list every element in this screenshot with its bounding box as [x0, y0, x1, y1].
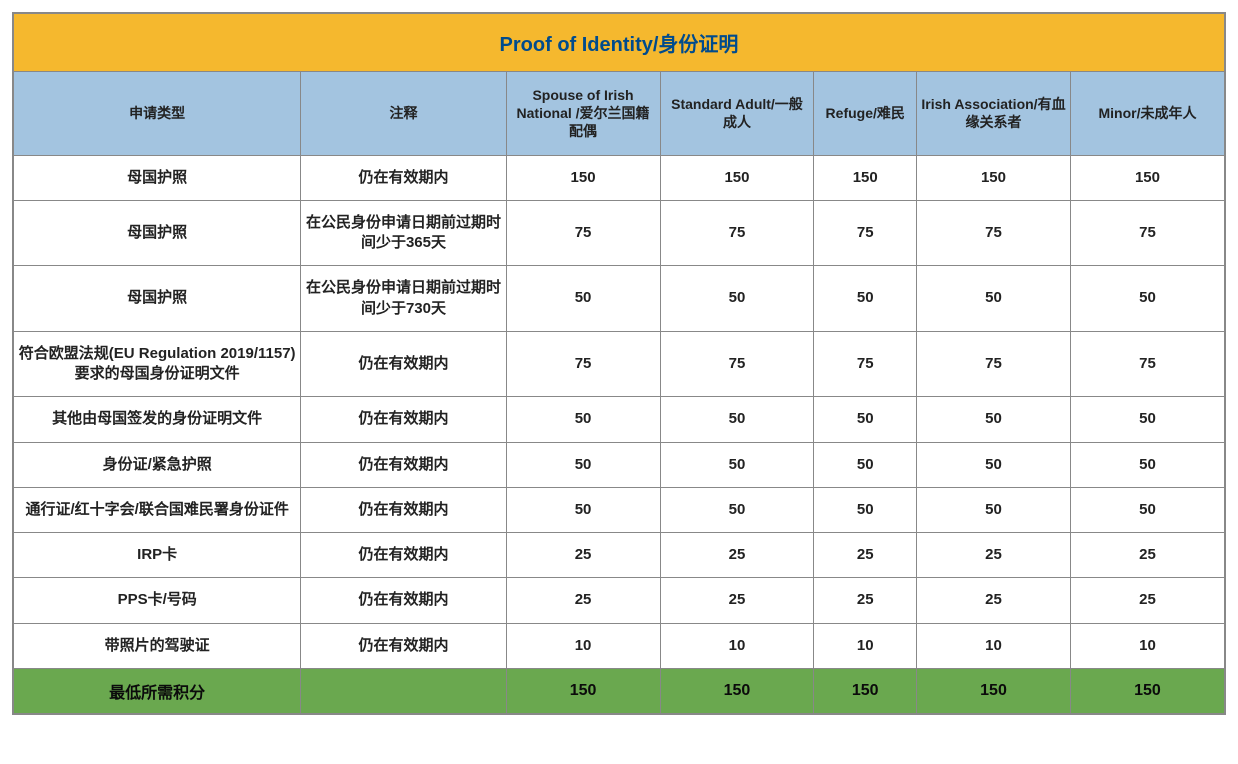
cell-value: 75	[660, 200, 814, 266]
cell-note: 仍在有效期内	[301, 155, 506, 200]
cell-value: 10	[917, 623, 1071, 668]
cell-note: 在公民身份申请日期前过期时间少于365天	[301, 200, 506, 266]
cell-type: 母国护照	[14, 266, 301, 332]
cell-value: 150	[1070, 155, 1224, 200]
cell-note: 仍在有效期内	[301, 578, 506, 623]
col-header-type: 申请类型	[14, 72, 301, 156]
table-row: 母国护照仍在有效期内150150150150150	[14, 155, 1225, 200]
cell-note: 仍在有效期内	[301, 397, 506, 442]
table-row: PPS卡/号码仍在有效期内2525252525	[14, 578, 1225, 623]
cell-value: 25	[917, 533, 1071, 578]
cell-note: 在公民身份申请日期前过期时间少于730天	[301, 266, 506, 332]
col-header-minor: Minor/未成年人	[1070, 72, 1224, 156]
cell-value: 25	[660, 533, 814, 578]
cell-value: 150	[506, 155, 660, 200]
cell-type: 符合欧盟法规(EU Regulation 2019/1157)要求的母国身份证明…	[14, 331, 301, 397]
col-header-adult: Standard Adult/一般成人	[660, 72, 814, 156]
cell-value: 75	[506, 331, 660, 397]
cell-value: 25	[1070, 533, 1224, 578]
cell-value: 50	[917, 266, 1071, 332]
cell-value: 75	[917, 200, 1071, 266]
cell-value: 50	[917, 442, 1071, 487]
cell-type: 通行证/红十字会/联合国难民署身份证件	[14, 487, 301, 532]
cell-value: 10	[814, 623, 917, 668]
col-header-note: 注释	[301, 72, 506, 156]
table-title: Proof of Identity/身份证明	[14, 14, 1225, 72]
table-row: 通行证/红十字会/联合国难民署身份证件仍在有效期内5050505050	[14, 487, 1225, 532]
col-header-spouse: Spouse of Irish National /爱尔兰国籍配偶	[506, 72, 660, 156]
cell-note: 仍在有效期内	[301, 623, 506, 668]
cell-type: 母国护照	[14, 200, 301, 266]
cell-value: 50	[506, 487, 660, 532]
cell-type: PPS卡/号码	[14, 578, 301, 623]
cell-note: 仍在有效期内	[301, 442, 506, 487]
title-row: Proof of Identity/身份证明	[14, 14, 1225, 72]
table-row: 带照片的驾驶证仍在有效期内1010101010	[14, 623, 1225, 668]
cell-value: 50	[660, 442, 814, 487]
table-row: IRP卡仍在有效期内2525252525	[14, 533, 1225, 578]
cell-value: 50	[917, 397, 1071, 442]
cell-value: 25	[660, 578, 814, 623]
cell-value: 25	[1070, 578, 1224, 623]
cell-value: 50	[506, 266, 660, 332]
table-row: 身份证/紧急护照仍在有效期内5050505050	[14, 442, 1225, 487]
cell-value: 50	[1070, 266, 1224, 332]
footer-v1: 150	[506, 668, 660, 713]
cell-type: 其他由母国签发的身份证明文件	[14, 397, 301, 442]
cell-value: 50	[814, 266, 917, 332]
footer-v3: 150	[814, 668, 917, 713]
cell-value: 50	[917, 487, 1071, 532]
cell-value: 25	[917, 578, 1071, 623]
cell-value: 50	[814, 487, 917, 532]
footer-v4: 150	[917, 668, 1071, 713]
cell-value: 10	[1070, 623, 1224, 668]
cell-value: 75	[814, 200, 917, 266]
cell-value: 75	[917, 331, 1071, 397]
table-row: 符合欧盟法规(EU Regulation 2019/1157)要求的母国身份证明…	[14, 331, 1225, 397]
table-row: 母国护照在公民身份申请日期前过期时间少于730天5050505050	[14, 266, 1225, 332]
footer-v5: 150	[1070, 668, 1224, 713]
cell-value: 150	[917, 155, 1071, 200]
footer-v2: 150	[660, 668, 814, 713]
cell-value: 150	[660, 155, 814, 200]
cell-value: 75	[1070, 331, 1224, 397]
cell-value: 75	[506, 200, 660, 266]
footer-label: 最低所需积分	[14, 668, 301, 713]
cell-type: 母国护照	[14, 155, 301, 200]
table-row: 其他由母国签发的身份证明文件仍在有效期内5050505050	[14, 397, 1225, 442]
cell-value: 50	[506, 397, 660, 442]
cell-type: 身份证/紧急护照	[14, 442, 301, 487]
cell-value: 50	[814, 442, 917, 487]
cell-value: 150	[814, 155, 917, 200]
cell-value: 50	[1070, 487, 1224, 532]
col-header-refuge: Refuge/难民	[814, 72, 917, 156]
cell-value: 10	[660, 623, 814, 668]
cell-value: 50	[660, 397, 814, 442]
cell-value: 50	[1070, 397, 1224, 442]
cell-value: 75	[660, 331, 814, 397]
cell-note: 仍在有效期内	[301, 533, 506, 578]
cell-value: 50	[1070, 442, 1224, 487]
cell-value: 50	[660, 487, 814, 532]
footer-note	[301, 668, 506, 713]
col-header-assoc: Irish Association/有血缘关系者	[917, 72, 1071, 156]
cell-value: 25	[814, 533, 917, 578]
identity-proof-table: Proof of Identity/身份证明 申请类型 注释 Spouse of…	[12, 12, 1226, 715]
table-row: 母国护照在公民身份申请日期前过期时间少于365天7575757575	[14, 200, 1225, 266]
cell-note: 仍在有效期内	[301, 487, 506, 532]
cell-note: 仍在有效期内	[301, 331, 506, 397]
cell-value: 25	[506, 578, 660, 623]
cell-value: 10	[506, 623, 660, 668]
cell-type: IRP卡	[14, 533, 301, 578]
cell-value: 50	[506, 442, 660, 487]
cell-value: 50	[814, 397, 917, 442]
cell-type: 带照片的驾驶证	[14, 623, 301, 668]
header-row: 申请类型 注释 Spouse of Irish National /爱尔兰国籍配…	[14, 72, 1225, 156]
cell-value: 75	[1070, 200, 1224, 266]
cell-value: 25	[814, 578, 917, 623]
cell-value: 25	[506, 533, 660, 578]
cell-value: 75	[814, 331, 917, 397]
footer-row: 最低所需积分 150 150 150 150 150	[14, 668, 1225, 713]
cell-value: 50	[660, 266, 814, 332]
